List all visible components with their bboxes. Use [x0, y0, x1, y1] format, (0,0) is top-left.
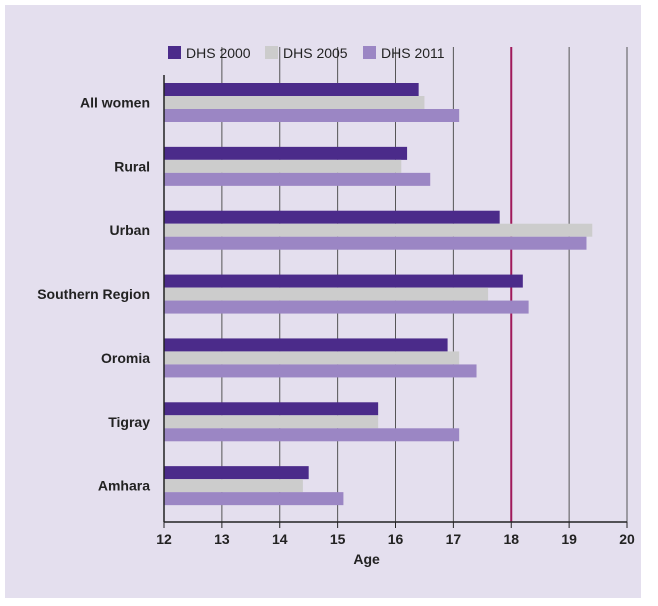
category-label: Southern Region: [37, 286, 150, 302]
bar-2-2: [164, 159, 402, 173]
category-label: Oromia: [101, 350, 150, 366]
legend-swatch: [265, 46, 278, 59]
bar-3-7: [164, 492, 344, 506]
legend-label: DHS 2011: [381, 45, 445, 61]
bar-3-4: [164, 300, 529, 314]
bar-3-5: [164, 364, 477, 378]
x-tick-label: 16: [388, 531, 404, 547]
bar-2-1: [164, 96, 425, 109]
category-label: All women: [80, 95, 150, 111]
bar-1-3: [164, 210, 500, 224]
category-label: Amhara: [98, 478, 150, 494]
bar-2-5: [164, 351, 460, 365]
bar-3-2: [164, 172, 431, 186]
bar-2-3: [164, 223, 593, 237]
x-tick-label: 19: [561, 531, 577, 547]
bar-3-1: [164, 109, 460, 122]
bar-1-6: [164, 402, 379, 416]
bar-1-4: [164, 274, 523, 288]
x-tick-label: 20: [619, 531, 635, 547]
category-label: Urban: [110, 222, 150, 238]
bar-2-6: [164, 415, 379, 429]
x-tick-label: 18: [503, 531, 519, 547]
bar-1-5: [164, 338, 448, 352]
bar-3-6: [164, 428, 460, 442]
bar-2-4: [164, 287, 489, 301]
legend-label: DHS 2005: [283, 45, 348, 61]
category-label: Rural: [114, 158, 150, 174]
bar-1-1: [164, 83, 419, 96]
x-tick-label: 13: [214, 531, 230, 547]
x-tick-label: 17: [446, 531, 462, 547]
legend-swatch: [363, 46, 376, 59]
bar-3-3: [164, 236, 587, 250]
x-tick-label: 15: [330, 531, 346, 547]
x-tick-label: 12: [156, 531, 172, 547]
category-label: Tigray: [108, 414, 150, 430]
bar-2-7: [164, 479, 303, 493]
legend-swatch: [168, 46, 181, 59]
x-tick-label: 14: [272, 531, 288, 547]
legend-label: DHS 2000: [186, 45, 251, 61]
bar-1-2: [164, 146, 408, 160]
x-axis-title: Age: [353, 551, 380, 567]
bar-1-7: [164, 466, 309, 480]
